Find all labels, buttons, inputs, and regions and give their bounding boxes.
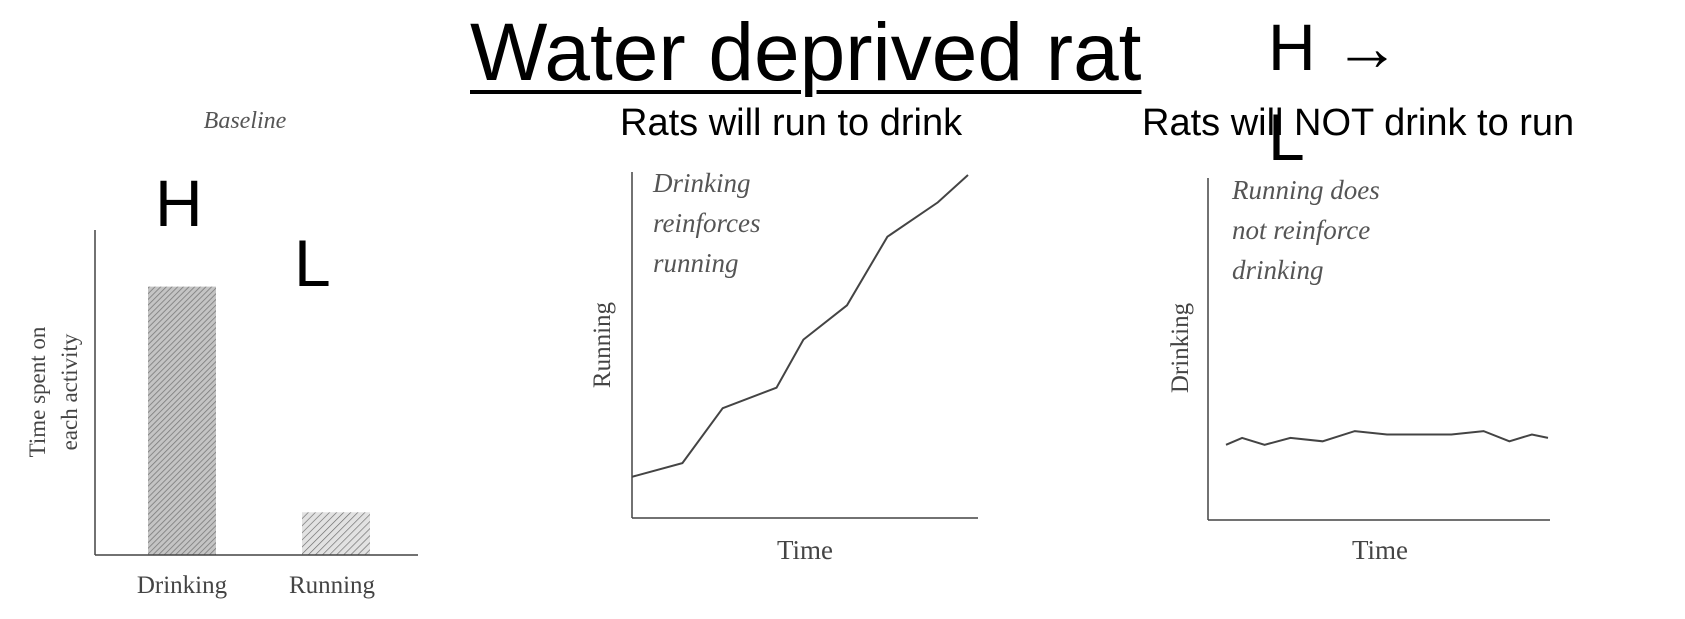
drinking-annotation-line3: drinking bbox=[1232, 255, 1324, 285]
high-label-left: H bbox=[155, 166, 203, 240]
low-label-left: L bbox=[294, 226, 331, 300]
running-xlabel: Time bbox=[777, 535, 833, 565]
drinking-line-chart: Running does not reinforce drinking Drin… bbox=[1167, 175, 1550, 565]
baseline-title: Baseline bbox=[204, 108, 287, 134]
running-series-line bbox=[631, 174, 969, 478]
drinking-annotation-line2: not reinforce bbox=[1232, 215, 1370, 245]
drinking-xlabel: Time bbox=[1352, 535, 1408, 565]
running-annotation-line1: Drinking bbox=[652, 168, 751, 198]
drinking-ylabel: Drinking bbox=[1167, 302, 1194, 393]
baseline-bar-chart: Baseline Time spent on each activity Dri… bbox=[25, 108, 418, 599]
slide-title: Water deprived rat bbox=[470, 7, 1142, 98]
drinking-annotation-line1: Running does bbox=[1231, 175, 1380, 205]
bar-drinking bbox=[148, 286, 216, 555]
running-annotation-line3: running bbox=[653, 248, 739, 278]
baseline-ylabel-line1: Time spent on bbox=[25, 326, 50, 457]
tick-label-drinking: Drinking bbox=[137, 572, 228, 599]
bar-running bbox=[302, 512, 370, 555]
high-to-low-label: H → bbox=[1268, 10, 1400, 84]
low-label-right: L bbox=[1268, 100, 1305, 174]
drinking-series-line bbox=[1225, 430, 1549, 446]
subtitle-right: Rats will NOT drink to run bbox=[1142, 102, 1575, 144]
tick-label-running: Running bbox=[289, 572, 376, 599]
running-line-chart: Drinking reinforces running Running Time bbox=[589, 168, 978, 565]
running-ylabel: Running bbox=[589, 301, 616, 388]
baseline-ylabel-line2: each activity bbox=[57, 333, 82, 450]
running-annotation-line2: reinforces bbox=[653, 208, 760, 238]
subtitle-left: Rats will run to drink bbox=[620, 102, 963, 144]
